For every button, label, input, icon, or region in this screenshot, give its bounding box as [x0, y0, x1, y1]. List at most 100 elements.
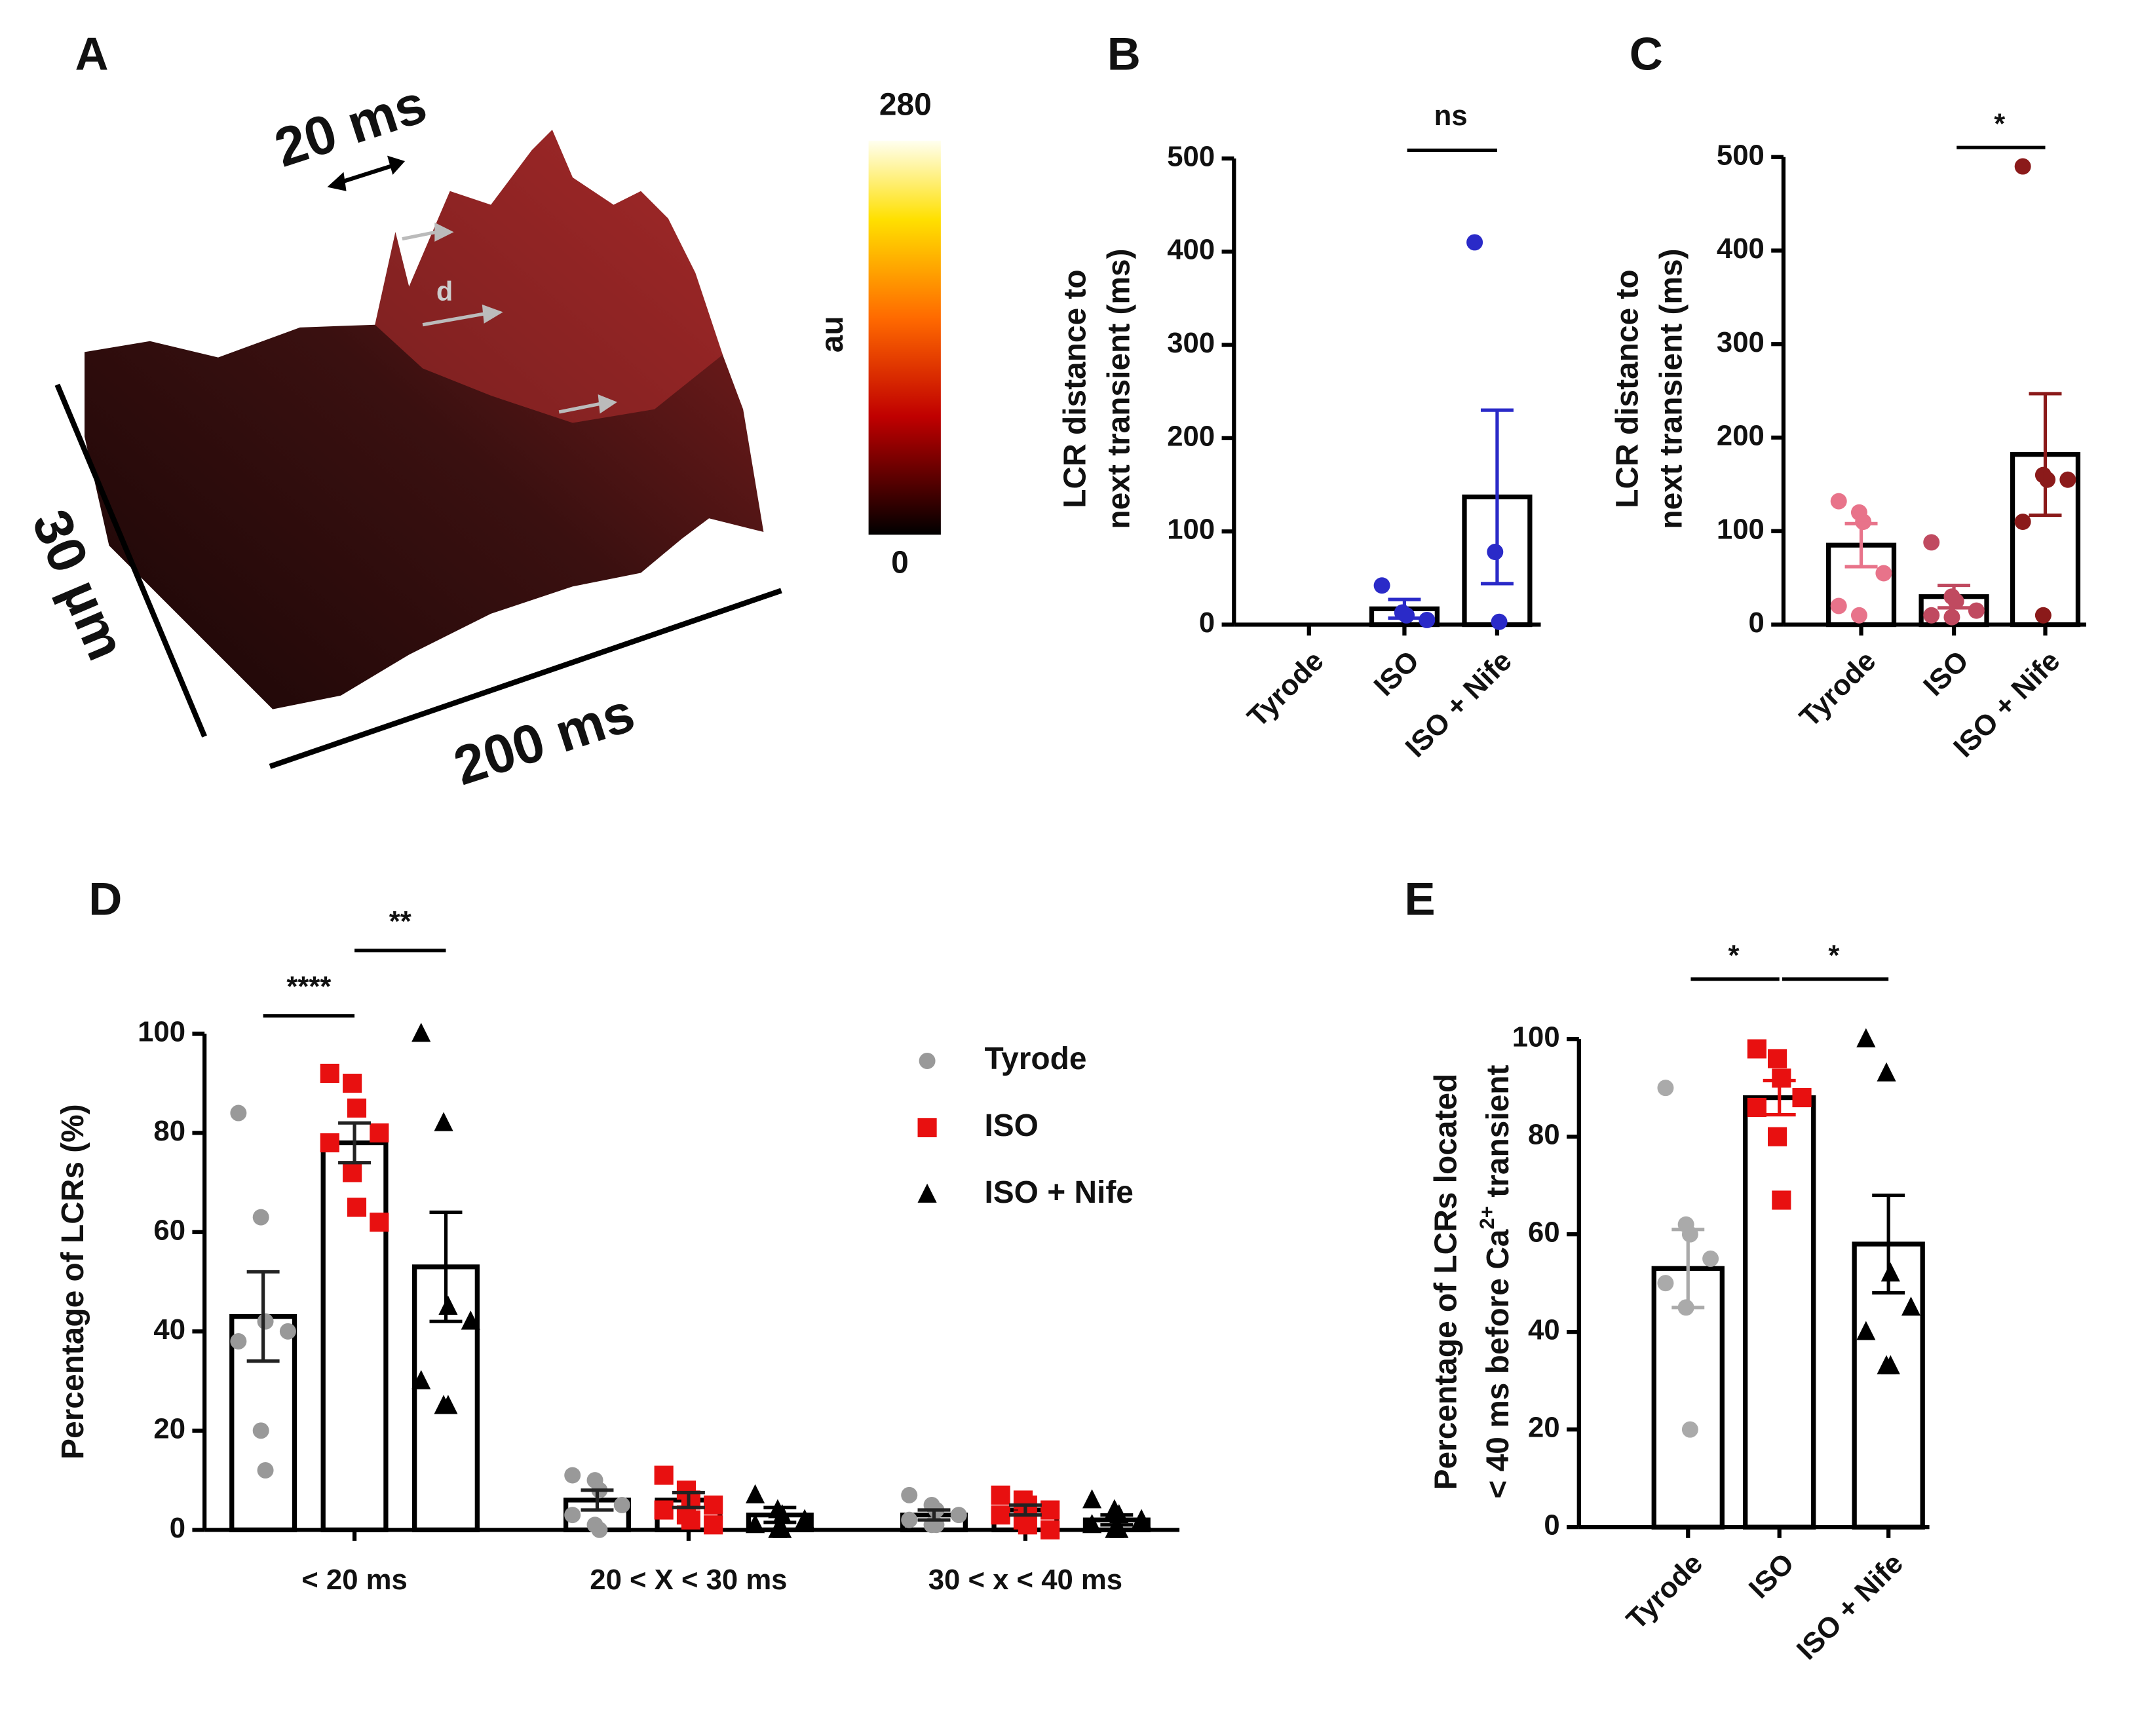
y-tick-label: 0 [170, 1512, 185, 1544]
error-bar [672, 1490, 705, 1509]
y-tick-label: 0 [1748, 607, 1764, 639]
error-bar [1100, 1513, 1134, 1527]
panel-letter: E [1404, 873, 1435, 925]
data-point [1850, 607, 1867, 624]
y-axis-label: < 40 ms before Ca2+ transient [1476, 1065, 1516, 1499]
data-point [230, 1104, 247, 1122]
data-point [2014, 514, 2031, 530]
y-tick-label: 100 [1512, 1021, 1560, 1053]
y-tick-label: 100 [1717, 513, 1765, 545]
significance-label: * [1728, 939, 1739, 972]
data-point [654, 1500, 674, 1520]
y-tick-label: 500 [1717, 139, 1765, 171]
y-tick-label: 20 [1528, 1412, 1560, 1444]
y-tick-label: 80 [153, 1115, 185, 1147]
y-axis-label: next transient (ms) [1101, 248, 1136, 529]
data-point [1132, 1509, 1151, 1528]
error-bar [1938, 583, 1971, 610]
data-point [917, 1118, 937, 1137]
data-point [252, 1422, 269, 1439]
data-point [347, 1098, 367, 1118]
data-point [1702, 1250, 1719, 1267]
data-point [1082, 1514, 1102, 1534]
x-tick-label: Tyrode [1241, 645, 1329, 733]
data-point [1109, 1519, 1129, 1538]
data-point [411, 1370, 431, 1389]
data-point [1398, 607, 1415, 624]
x-tick-label: ISO [1367, 645, 1425, 702]
data-point [370, 1213, 389, 1232]
data-point [434, 1112, 453, 1131]
legend-label: Tyrode [984, 1042, 1086, 1076]
data-point [1040, 1500, 1060, 1520]
data-point [1082, 1489, 1102, 1509]
data-point [1419, 611, 1436, 628]
data-point [320, 1063, 339, 1084]
x-tick-label: Tyrode [1793, 645, 1882, 733]
error-bar [1008, 1503, 1042, 1517]
significance-label: ** [389, 905, 411, 937]
data-point [2014, 158, 2031, 175]
y-tick-label: 0 [1544, 1509, 1559, 1541]
x-tick-label: ISO + Nife [1791, 1547, 1909, 1666]
data-point [1681, 1421, 1698, 1438]
data-point [1880, 1262, 1900, 1282]
data-point [343, 1163, 362, 1182]
data-point [252, 1209, 269, 1226]
y-tick-label: 400 [1167, 234, 1215, 266]
data-point [438, 1395, 458, 1414]
panel-letter: D [88, 873, 122, 925]
data-point [917, 1183, 937, 1203]
data-point [1923, 607, 1940, 624]
data-point [1856, 1028, 1876, 1047]
panel-a: A d 20 ms 30 µm 200 ms 280 0 au [20, 28, 941, 797]
data-point [347, 1198, 367, 1217]
data-point [370, 1123, 389, 1142]
data-point [461, 1310, 480, 1330]
y-axis-label-part: transient [1481, 1065, 1516, 1206]
y-tick-label: 200 [1717, 420, 1765, 452]
data-point [991, 1485, 1010, 1505]
data-point [681, 1510, 700, 1530]
error-bar [429, 1210, 463, 1323]
error-bar [763, 1505, 797, 1524]
colorbar [868, 140, 941, 535]
data-point [773, 1519, 792, 1538]
y-axis-label: Percentage of LCRs (%) [56, 1104, 90, 1460]
colorbar-min: 0 [891, 546, 909, 580]
data-point [1880, 1355, 1900, 1374]
data-point [257, 1313, 274, 1330]
data-point [745, 1484, 765, 1503]
data-point [230, 1332, 247, 1349]
data-point [1040, 1520, 1060, 1539]
data-point [1747, 1039, 1766, 1059]
data-point [1901, 1296, 1921, 1316]
data-point [773, 1503, 792, 1524]
legend-label: ISO + Nife [984, 1175, 1133, 1210]
significance-label: **** [286, 971, 331, 1003]
data-point [795, 1509, 814, 1528]
panel-letter: C [1630, 28, 1663, 80]
x-tick-label: ISO [1743, 1547, 1801, 1605]
data-point [564, 1467, 581, 1484]
data-point [257, 1462, 274, 1479]
data-point [1923, 534, 1940, 551]
y-axis-label-part: < 40 ms before Ca [1481, 1229, 1516, 1498]
x-tick-label: 30 < x < 40 ms [928, 1564, 1122, 1596]
error-bar [1388, 597, 1421, 620]
error-bar [338, 1121, 372, 1165]
y-tick-label: 60 [153, 1214, 185, 1246]
colorbar-max: 280 [879, 87, 932, 122]
data-point [704, 1495, 723, 1515]
data-point [591, 1521, 608, 1538]
y-tick-label: 40 [153, 1313, 185, 1346]
y-tick-label: 400 [1717, 233, 1765, 265]
data-point [1657, 1275, 1674, 1292]
data-point [1018, 1515, 1037, 1535]
legend-label: ISO [984, 1108, 1038, 1143]
data-point [1830, 597, 1847, 614]
significance-label: * [1994, 107, 2005, 140]
significance-label: * [1828, 939, 1839, 972]
y-axis-label-part: next transient (ms) [1654, 248, 1689, 529]
